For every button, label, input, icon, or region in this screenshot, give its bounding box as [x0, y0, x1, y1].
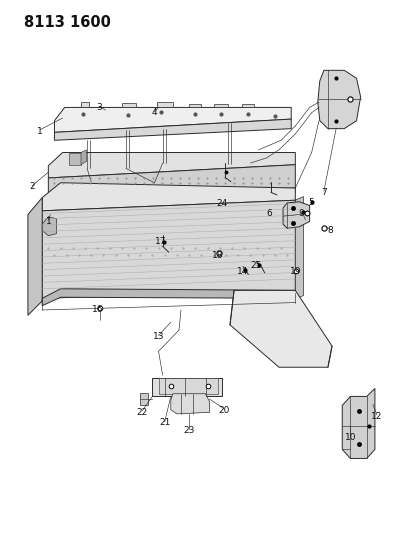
Polygon shape	[42, 289, 296, 306]
Text: 19: 19	[290, 268, 301, 276]
Text: 8: 8	[327, 226, 333, 235]
Polygon shape	[81, 150, 86, 165]
Polygon shape	[55, 119, 291, 140]
Polygon shape	[42, 183, 296, 211]
Text: 12: 12	[371, 411, 383, 421]
Text: 17: 17	[155, 237, 166, 246]
Text: 18: 18	[212, 252, 224, 261]
Polygon shape	[283, 202, 309, 228]
Polygon shape	[69, 152, 81, 165]
Polygon shape	[28, 198, 42, 316]
Polygon shape	[42, 216, 56, 236]
Text: 1: 1	[46, 217, 51, 226]
Text: 3: 3	[97, 103, 102, 112]
Polygon shape	[242, 104, 254, 108]
Text: 7: 7	[321, 188, 327, 197]
Polygon shape	[55, 108, 291, 132]
Polygon shape	[296, 197, 303, 298]
Text: 14: 14	[237, 268, 248, 276]
Polygon shape	[140, 393, 148, 406]
Text: 24: 24	[216, 199, 227, 208]
Polygon shape	[171, 394, 210, 414]
Polygon shape	[42, 200, 296, 298]
Polygon shape	[230, 290, 332, 367]
Text: 25: 25	[251, 261, 262, 270]
Polygon shape	[157, 102, 173, 108]
Polygon shape	[214, 104, 228, 108]
Text: 22: 22	[136, 408, 148, 417]
Polygon shape	[81, 102, 89, 108]
Text: 9: 9	[298, 209, 304, 218]
Text: 16: 16	[92, 305, 103, 314]
Text: 5: 5	[309, 198, 314, 207]
Text: 23: 23	[183, 426, 195, 435]
Text: 20: 20	[218, 406, 230, 415]
Text: 6: 6	[266, 209, 272, 218]
Text: 2: 2	[29, 182, 35, 191]
Polygon shape	[48, 188, 296, 203]
Text: 4: 4	[152, 108, 157, 117]
Polygon shape	[48, 165, 296, 199]
Text: 13: 13	[153, 332, 164, 341]
Polygon shape	[189, 104, 201, 108]
Polygon shape	[342, 389, 375, 458]
Text: 8113 1600: 8113 1600	[24, 14, 111, 30]
Polygon shape	[48, 152, 296, 178]
Text: 1: 1	[37, 127, 43, 136]
Text: 10: 10	[345, 433, 356, 442]
Polygon shape	[122, 103, 136, 108]
Polygon shape	[159, 378, 218, 394]
Text: 21: 21	[159, 418, 171, 427]
Polygon shape	[152, 378, 222, 397]
Polygon shape	[318, 70, 360, 128]
